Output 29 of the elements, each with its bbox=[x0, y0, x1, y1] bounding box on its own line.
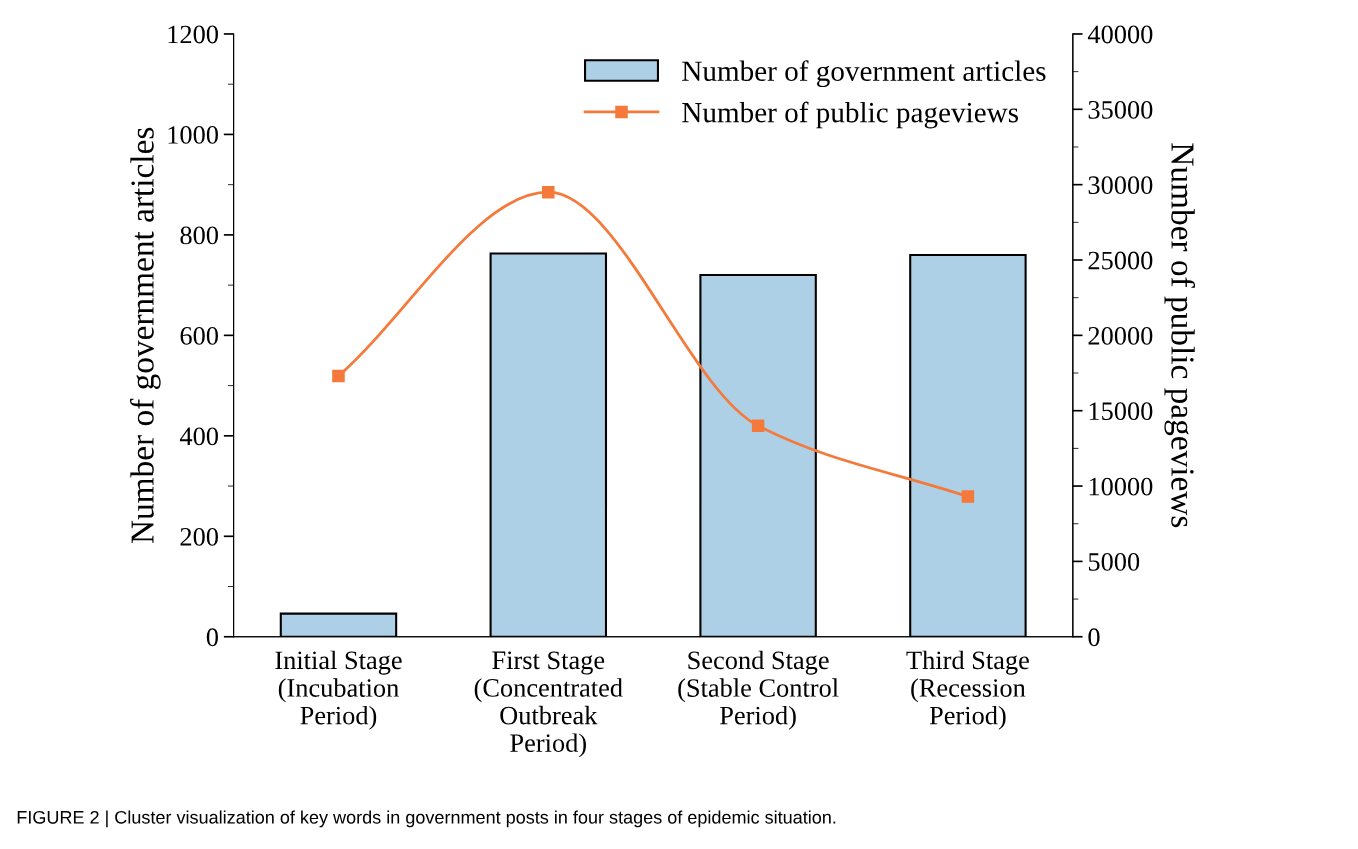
point bbox=[542, 185, 555, 199]
x-tick-label: Initial Stage (Incubation Period) bbox=[275, 650, 402, 730]
y2-tick-label: 5000 bbox=[1088, 553, 1140, 571]
y-tick-label: 0 bbox=[206, 628, 218, 647]
point bbox=[332, 369, 345, 383]
y2-tick-label: 40000 bbox=[1087, 25, 1153, 44]
y2-tick-label: 15000 bbox=[1089, 402, 1153, 421]
legend-label: Number of public pageviews bbox=[682, 101, 1018, 129]
y2-tick-label: 35000 bbox=[1088, 100, 1153, 119]
x-tick-label: First Stage (Concentrated Outbreak Period) bbox=[474, 651, 623, 758]
y2-tick-label: 25000 bbox=[1088, 251, 1153, 270]
y2-tick-label: 0 bbox=[1088, 628, 1100, 647]
y-axis-title: Number of government articles bbox=[130, 127, 161, 544]
y-tick-label: 800 bbox=[180, 226, 218, 245]
caption: FIGURE 2 | Cluster visualization of key words in government posts in four stages of epidemic situation. bbox=[17, 810, 836, 828]
y2-tick-label: 30000 bbox=[1088, 176, 1153, 195]
x-tick-label: Third Stage (Recession Period) bbox=[906, 650, 1029, 730]
y-tick-label: 600 bbox=[180, 326, 218, 345]
point bbox=[751, 419, 765, 433]
y-tick-label: 200 bbox=[180, 527, 218, 546]
point bbox=[961, 490, 975, 503]
y-tick-label: 400 bbox=[179, 427, 218, 446]
legend-label: Number of government articles bbox=[682, 60, 1046, 88]
y-tick-label: 1000 bbox=[168, 126, 218, 144]
y2-axis-title: Number of public pageviews bbox=[1164, 143, 1196, 528]
x-tick-label: Second Stage (Stable Control Period) bbox=[678, 650, 839, 730]
y2-tick-label: 20000 bbox=[1088, 326, 1153, 345]
y2-tick-label: 10000 bbox=[1089, 477, 1153, 496]
y-tick-label: 1200 bbox=[168, 25, 218, 44]
